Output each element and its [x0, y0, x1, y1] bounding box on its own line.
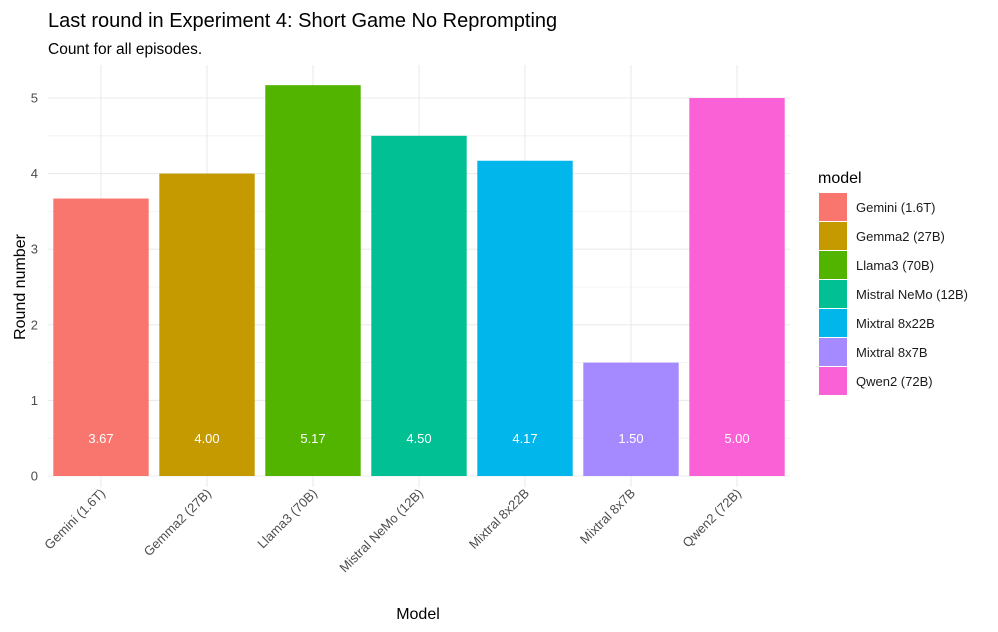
bar-value-label: 5.00 [724, 431, 749, 446]
x-tick-label: Gemma2 (27B) [141, 486, 214, 559]
y-tick-label: 5 [31, 91, 38, 106]
chart-title: Last round in Experiment 4: Short Game N… [48, 10, 557, 32]
y-tick-label: 1 [31, 393, 38, 408]
bars [53, 85, 785, 477]
bar [583, 362, 679, 476]
chart-subtitle: Count for all episodes. [48, 41, 202, 58]
legend-label: Qwen2 (72B) [856, 374, 933, 389]
x-axis-ticks: Gemini (1.6T) Gemma2 (27B) Llama3 (70B) Mis… [41, 486, 744, 576]
y-tick-label: 3 [31, 242, 38, 257]
bar [53, 198, 149, 476]
legend-label: Mixtral 8x7B [856, 345, 928, 360]
legend-swatch [819, 251, 847, 279]
legend-label: Gemini (1.6T) [856, 200, 935, 215]
y-axis-title: Round number [12, 233, 29, 340]
x-axis-title: Model [396, 606, 440, 623]
legend-swatch [819, 367, 847, 395]
legend-label: Gemma2 (27B) [856, 229, 945, 244]
bar-value-label: 5.17 [300, 431, 325, 446]
y-axis-ticks: 0 1 2 3 4 5 [31, 91, 38, 484]
legend-swatch [819, 280, 847, 308]
legend-swatch [819, 193, 847, 221]
x-tick-label: Mistral NeMo (12B) [336, 486, 426, 576]
x-tick-label: Mixtral 8x22B [466, 486, 532, 552]
bar [689, 98, 785, 476]
x-tick-label: Qwen2 (72B) [679, 486, 744, 551]
bar [265, 85, 361, 476]
x-tick-label: Llama3 (70B) [254, 486, 320, 552]
legend-title: model [818, 170, 862, 187]
legend: model Gemini (1.6T) Gemma2 (27B) Llama3 (7… [818, 170, 968, 395]
y-tick-label: 4 [31, 166, 38, 181]
bar-value-label: 4.50 [406, 431, 431, 446]
legend-label: Mistral NeMo (12B) [856, 287, 968, 302]
y-tick-label: 2 [31, 317, 38, 332]
x-tick-label: Gemini (1.6T) [41, 486, 108, 553]
legend-label: Llama3 (70B) [856, 258, 934, 273]
legend-swatch [819, 338, 847, 366]
bar [477, 160, 573, 477]
bar-value-labels: 3.67 4.00 5.17 4.50 4.17 1.50 5.00 [88, 431, 749, 446]
legend-swatch [819, 309, 847, 337]
legend-label: Mixtral 8x22B [856, 316, 935, 331]
bar-value-label: 3.67 [88, 431, 113, 446]
x-tick-label: Mixtral 8x7B [577, 486, 638, 547]
bar-value-label: 1.50 [618, 431, 643, 446]
legend-swatch [819, 222, 847, 250]
bar-value-label: 4.17 [512, 431, 537, 446]
bar [159, 173, 255, 476]
bar-value-label: 4.00 [194, 431, 219, 446]
bar [371, 135, 467, 477]
y-tick-label: 0 [31, 469, 38, 484]
